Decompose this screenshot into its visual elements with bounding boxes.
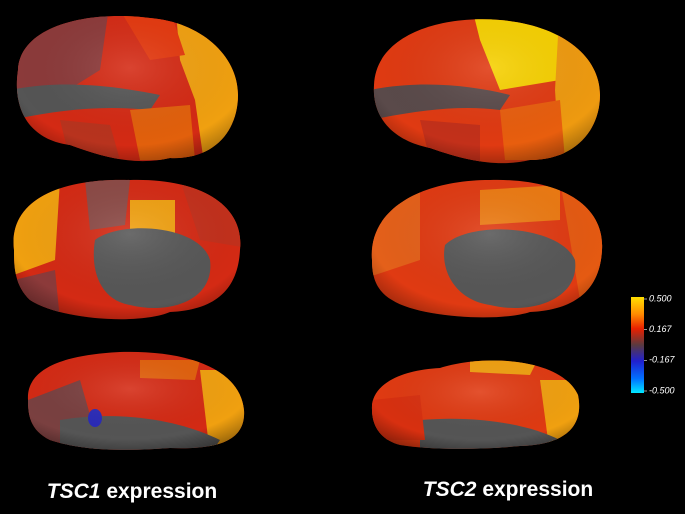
caption: TSC1 expression — [47, 480, 217, 503]
gene-name: TSC2 — [423, 478, 477, 501]
colorbar-tick-label: -0.167 — [649, 355, 676, 365]
colorbar-tick-label: 0.500 — [649, 293, 672, 303]
caption-text: expression — [482, 478, 593, 501]
brain-lateral — [16, 15, 238, 162]
brain-ventral — [371, 360, 580, 449]
gene-name: TSC1 — [47, 480, 101, 503]
caption: TSC2 expression — [423, 478, 593, 501]
brain-medial — [13, 179, 241, 320]
colorbar — [631, 297, 644, 393]
caption-text: expression — [106, 480, 217, 503]
colorbar-tick-label: 0.167 — [649, 324, 673, 334]
colorbar-ticks: 0.500 0.167 -0.167 -0.500 — [644, 293, 676, 395]
brain-ventral — [27, 351, 245, 450]
colorbar-tick-label: -0.500 — [649, 385, 675, 395]
brain-lateral — [373, 19, 600, 164]
brain-medial — [371, 179, 603, 318]
